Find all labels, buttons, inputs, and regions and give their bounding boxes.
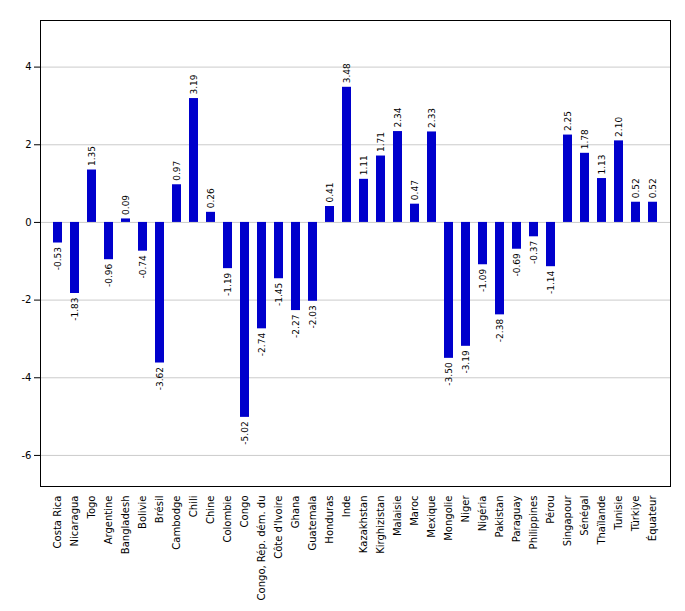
svg-text:2.10: 2.10 [614, 117, 624, 137]
svg-text:1.11: 1.11 [359, 155, 369, 175]
svg-text:0.97: 0.97 [172, 161, 182, 181]
svg-text:-2.03: -2.03 [308, 305, 318, 328]
svg-text:Cambodge: Cambodge [171, 496, 182, 550]
svg-text:Sénégal: Sénégal [579, 496, 590, 536]
svg-text:Mongolie: Mongolie [443, 496, 454, 541]
svg-text:3.48: 3.48 [342, 63, 352, 83]
svg-text:-4: -4 [22, 372, 32, 383]
svg-text:Congo, Rép. dém. du: Congo, Rép. dém. du [256, 496, 267, 601]
svg-text:2: 2 [25, 139, 31, 150]
svg-text:Colombie: Colombie [222, 496, 233, 543]
svg-text:Inde: Inde [341, 496, 352, 518]
svg-text:-0.53: -0.53 [53, 247, 63, 270]
svg-text:Pakistan: Pakistan [494, 496, 505, 538]
svg-text:-2: -2 [22, 294, 32, 305]
svg-text:Kazakhstan: Kazakhstan [358, 496, 369, 554]
svg-text:-0.37: -0.37 [529, 241, 539, 264]
svg-text:Paraguay: Paraguay [511, 495, 522, 542]
svg-text:2.25: 2.25 [563, 111, 573, 131]
svg-text:Kirghizistan: Kirghizistan [375, 496, 386, 554]
svg-text:Nigéria: Nigéria [477, 496, 488, 532]
svg-text:-5.02: -5.02 [240, 421, 250, 444]
svg-text:-6: -6 [22, 450, 32, 461]
svg-text:-2.27: -2.27 [291, 315, 301, 338]
svg-text:Togo: Togo [86, 496, 97, 520]
svg-text:0.52: 0.52 [631, 178, 641, 198]
svg-text:-2.38: -2.38 [495, 319, 505, 343]
svg-text:4: 4 [25, 61, 31, 72]
svg-text:Congo: Congo [239, 496, 250, 528]
svg-text:Honduras: Honduras [324, 496, 335, 544]
svg-text:-1.19: -1.19 [223, 272, 233, 296]
svg-text:1.78: 1.78 [580, 129, 590, 149]
svg-text:-0.69: -0.69 [512, 253, 522, 277]
svg-text:-0.96: -0.96 [104, 263, 114, 287]
svg-text:Bangladesh: Bangladesh [120, 496, 131, 555]
svg-text:-3.19: -3.19 [461, 350, 471, 374]
svg-text:Pérou: Pérou [545, 496, 556, 524]
svg-text:Chine: Chine [205, 496, 216, 525]
svg-text:-2.74: -2.74 [257, 333, 267, 357]
svg-text:2.33: 2.33 [427, 108, 437, 128]
svg-text:-1.83: -1.83 [70, 297, 80, 320]
svg-text:Mexique: Mexique [426, 496, 437, 538]
svg-text:Philippines: Philippines [528, 496, 539, 550]
svg-text:1.35: 1.35 [87, 146, 97, 166]
svg-text:-1.09: -1.09 [478, 268, 488, 292]
svg-text:Bolivie: Bolivie [137, 496, 148, 529]
svg-text:-0.74: -0.74 [138, 255, 148, 279]
svg-text:Brésil: Brésil [154, 496, 165, 524]
svg-text:Équateur: Équateur [646, 495, 658, 542]
svg-text:Malaisie: Malaisie [392, 496, 403, 537]
svg-text:Nicaragua: Nicaragua [69, 496, 80, 547]
svg-text:Ghana: Ghana [290, 496, 301, 529]
svg-text:Tunisie: Tunisie [613, 496, 624, 531]
svg-text:1.71: 1.71 [376, 132, 386, 152]
svg-text:-3.50: -3.50 [444, 362, 454, 386]
svg-text:3.19: 3.19 [189, 74, 199, 94]
svg-text:0.26: 0.26 [206, 188, 216, 208]
svg-text:0.52: 0.52 [648, 178, 658, 198]
svg-text:-1.14: -1.14 [546, 270, 556, 294]
svg-text:1.13: 1.13 [597, 155, 607, 175]
svg-text:Singapour: Singapour [562, 495, 573, 547]
svg-text:Costa Rica: Costa Rica [52, 496, 63, 549]
svg-text:Chili: Chili [188, 496, 199, 518]
svg-text:-3.62: -3.62 [155, 367, 165, 390]
svg-text:Guatemala: Guatemala [307, 496, 318, 551]
svg-text:Türkiye: Türkiye [630, 496, 641, 533]
svg-text:Côte d'Ivoire: Côte d'Ivoire [273, 496, 284, 559]
svg-text:2.34: 2.34 [393, 107, 403, 127]
svg-text:Niger: Niger [460, 495, 471, 523]
svg-text:Thaïlande: Thaïlande [596, 496, 607, 546]
svg-text:0.09: 0.09 [121, 195, 131, 215]
svg-text:0.41: 0.41 [325, 182, 335, 202]
svg-text:-1.45: -1.45 [274, 283, 284, 306]
svg-text:Maroc: Maroc [409, 496, 420, 526]
svg-text:0.47: 0.47 [410, 180, 420, 200]
svg-text:0: 0 [25, 217, 31, 228]
svg-text:Argentine: Argentine [103, 496, 114, 545]
